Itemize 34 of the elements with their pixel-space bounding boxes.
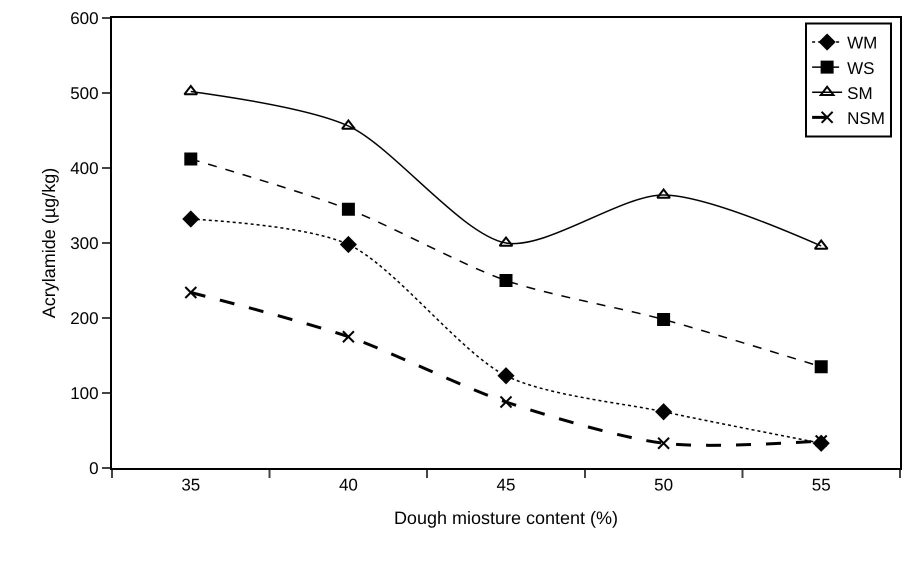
x-tick-label: 50 xyxy=(654,475,674,494)
point xyxy=(342,330,355,344)
point xyxy=(657,436,670,450)
y-axis-title: Acrylamide (µg/kg) xyxy=(38,168,59,318)
legend-label: SM xyxy=(847,84,873,103)
point xyxy=(655,404,672,420)
x-tick-label: 45 xyxy=(496,475,516,494)
legend-label: WM xyxy=(847,34,878,53)
y-tick-label: 100 xyxy=(70,384,99,403)
point xyxy=(342,202,355,216)
point xyxy=(500,274,512,287)
point xyxy=(340,236,357,253)
x-tick-label: 55 xyxy=(812,475,831,494)
y-tick-label: 0 xyxy=(89,458,99,478)
point xyxy=(498,368,514,384)
y-tick-label: 200 xyxy=(70,308,99,328)
point xyxy=(657,313,670,326)
point xyxy=(656,188,671,199)
point xyxy=(498,236,514,247)
x-tick-label: 40 xyxy=(338,475,358,494)
legend-label: NSM xyxy=(847,108,885,128)
legend-label: WS xyxy=(847,58,875,78)
y-tick-label: 300 xyxy=(70,234,99,253)
point xyxy=(814,360,828,374)
y-tick-label: 500 xyxy=(70,84,99,103)
point xyxy=(182,210,199,228)
point xyxy=(500,396,512,408)
x-tick-label: 35 xyxy=(181,475,200,494)
y-tick-label: 600 xyxy=(70,8,99,28)
point xyxy=(184,152,198,166)
x-axis-title: Dough miosture content (%) xyxy=(394,508,618,528)
point xyxy=(341,120,356,130)
point xyxy=(184,286,198,299)
y-tick-label: 400 xyxy=(70,158,99,178)
